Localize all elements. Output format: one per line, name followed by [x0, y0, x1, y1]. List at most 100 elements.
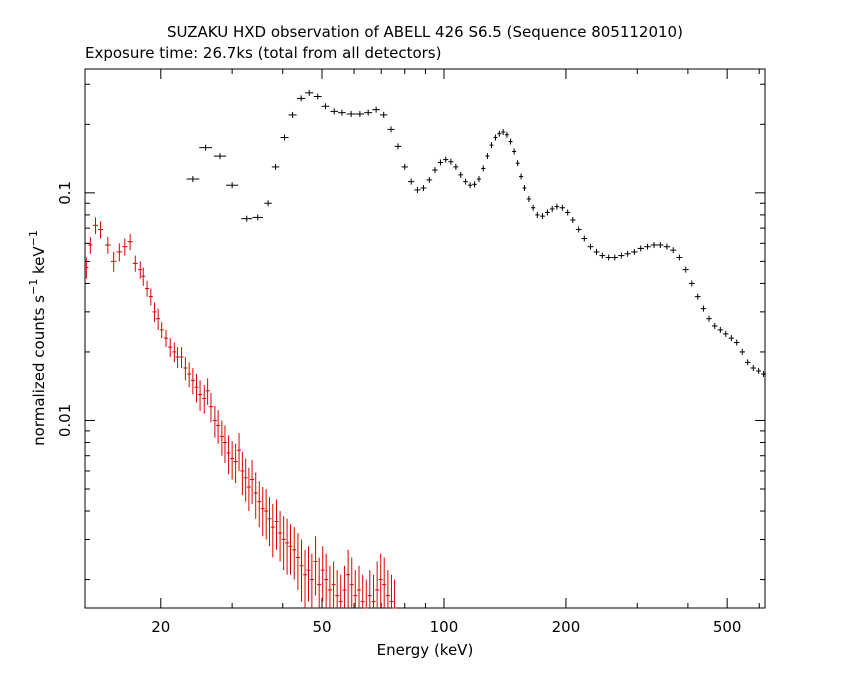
data-point	[281, 516, 286, 571]
plot-frame	[84, 68, 766, 609]
data-point	[230, 441, 235, 480]
data-point	[309, 553, 314, 608]
data-point	[599, 252, 606, 259]
data-point	[270, 503, 275, 558]
data-point	[526, 195, 532, 202]
data-point	[104, 236, 111, 254]
data-point	[382, 557, 387, 608]
data-point	[148, 288, 153, 306]
data-point	[353, 570, 358, 608]
data-point	[485, 153, 490, 160]
data-point	[346, 111, 356, 118]
data-point	[338, 109, 346, 116]
data-point	[694, 293, 701, 300]
data-point	[581, 235, 588, 242]
data-point	[432, 166, 438, 173]
data-point	[342, 565, 347, 608]
y-tick-label: 0.01	[56, 404, 74, 437]
data-point	[159, 322, 164, 339]
data-point	[375, 561, 380, 608]
data-point	[88, 236, 93, 254]
data-point	[305, 89, 314, 96]
data-point	[670, 247, 677, 254]
data-point	[222, 425, 227, 464]
data-point	[378, 553, 383, 608]
data-point	[437, 159, 444, 166]
data-point	[706, 315, 712, 322]
data-point	[515, 160, 520, 167]
data-point	[190, 368, 195, 395]
data-point	[202, 385, 207, 414]
data-point	[700, 305, 707, 312]
x-tick-label: 50	[312, 618, 331, 636]
data-point	[212, 405, 217, 438]
y-tick-label: 0.1	[56, 181, 74, 205]
data-point	[650, 241, 658, 248]
chart-title: SUZAKU HXD observation of ABELL 426 S6.5…	[167, 23, 683, 41]
data-point	[285, 518, 290, 575]
data-point	[745, 359, 751, 366]
data-point	[233, 443, 238, 484]
data-point	[593, 248, 600, 255]
data-point	[750, 365, 756, 372]
data-point	[264, 200, 272, 207]
data-point	[497, 130, 502, 137]
data-point	[237, 433, 242, 471]
data-point	[723, 330, 729, 337]
data-point	[205, 378, 210, 405]
chart-subtitle: Exposure time: 26.7ks (total from all de…	[85, 44, 441, 62]
x-tick-label: 200	[552, 618, 581, 636]
data-point	[624, 250, 631, 257]
data-point	[331, 561, 336, 608]
data-point	[84, 257, 89, 279]
data-point	[250, 460, 255, 504]
data-point	[240, 451, 245, 496]
data-point	[338, 574, 343, 608]
data-point	[476, 176, 482, 183]
data-point	[252, 214, 263, 221]
data-point	[387, 126, 395, 133]
x-tick-label: 500	[713, 618, 742, 636]
data-point	[355, 111, 365, 118]
data-point	[559, 204, 566, 211]
data-point	[367, 570, 372, 608]
data-point	[587, 243, 594, 250]
data-point	[183, 357, 188, 381]
data-point	[199, 144, 212, 151]
data-point	[618, 252, 625, 259]
data-point	[605, 254, 612, 261]
data-point	[657, 241, 664, 248]
data-point	[264, 488, 269, 540]
data-point	[443, 156, 449, 163]
data-point	[544, 209, 550, 216]
data-point	[156, 308, 161, 330]
data-point	[682, 266, 689, 273]
data-point	[92, 217, 99, 234]
data-point	[734, 339, 740, 346]
data-point	[565, 209, 571, 216]
red-series	[84, 217, 397, 609]
data-point	[299, 539, 304, 602]
data-point	[364, 579, 369, 609]
data-point	[320, 546, 325, 602]
data-point	[213, 153, 227, 160]
data-point	[644, 243, 651, 250]
data-point	[278, 511, 283, 562]
data-point	[145, 280, 150, 297]
data-point	[357, 565, 362, 608]
y-axis-label-mid: keV	[30, 246, 48, 279]
data-point	[531, 204, 536, 211]
data-point	[637, 245, 644, 252]
data-point	[371, 574, 376, 608]
data-point	[663, 243, 671, 250]
data-point	[756, 367, 762, 374]
data-point	[504, 131, 509, 138]
data-point	[257, 481, 262, 528]
data-point	[493, 134, 498, 141]
data-point	[226, 182, 239, 189]
data-point	[198, 380, 203, 412]
data-point	[761, 370, 767, 377]
data-point	[313, 536, 318, 596]
data-point	[175, 347, 180, 369]
